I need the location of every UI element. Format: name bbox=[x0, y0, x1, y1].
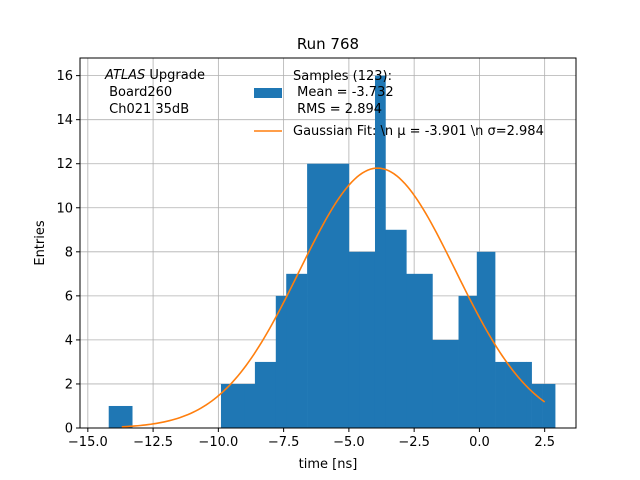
y-tick-label: 12 bbox=[56, 157, 73, 172]
histogram-bar bbox=[406, 273, 433, 428]
atlas-annotation: ATLAS Upgrade Board260 Ch021 35dB bbox=[104, 68, 205, 117]
histogram-bar bbox=[495, 361, 506, 428]
x-tick-label: −12.5 bbox=[133, 435, 173, 450]
y-tick-label: 0 bbox=[65, 422, 73, 437]
legend-fit-label: Gaussian Fit: \n μ = -3.901 \n σ=2.984 bbox=[293, 124, 544, 139]
gaussian-fit-curve bbox=[121, 167, 546, 428]
legend-histogram-line-2: Mean = -3.732 bbox=[293, 85, 394, 100]
histogram-bar bbox=[307, 163, 350, 428]
annotation-atlas: ATLAS bbox=[104, 68, 145, 83]
histogram-bar bbox=[275, 295, 287, 428]
x-axis-ticks: −15.0 −12.5 −10.0 −7.5 −5.0 −2.5 0.0 2.5 bbox=[68, 428, 555, 450]
annotation-upgrade: Upgrade bbox=[145, 68, 205, 83]
y-tick-label: 4 bbox=[65, 333, 73, 348]
y-tick-label: 10 bbox=[56, 201, 73, 216]
x-tick-label: 0.0 bbox=[469, 435, 490, 450]
x-tick-label: −5.0 bbox=[333, 435, 365, 450]
x-tick-label: −10.0 bbox=[198, 435, 238, 450]
annotation-line-1: ATLAS Upgrade bbox=[104, 68, 205, 83]
y-tick-label: 14 bbox=[56, 113, 73, 128]
legend-histogram-line-1: Samples (123): bbox=[293, 69, 392, 84]
y-axis-label: Entries bbox=[33, 220, 48, 266]
histogram-bar bbox=[348, 251, 360, 428]
x-tick-label: 2.5 bbox=[534, 435, 555, 450]
histogram-bar bbox=[220, 383, 245, 428]
y-tick-label: 2 bbox=[65, 377, 73, 392]
x-axis-label: time [ns] bbox=[299, 457, 358, 472]
histogram-bar bbox=[374, 75, 386, 428]
fit-curve-path bbox=[121, 167, 546, 428]
legend-histogram-swatch bbox=[254, 88, 282, 98]
histogram-bar bbox=[359, 251, 376, 428]
x-tick-label: −2.5 bbox=[398, 435, 430, 450]
y-tick-label: 8 bbox=[65, 245, 73, 260]
y-tick-label: 16 bbox=[56, 69, 73, 84]
y-tick-label: 6 bbox=[65, 289, 73, 304]
histogram-bar bbox=[244, 383, 256, 428]
histogram-bar bbox=[505, 361, 527, 428]
histogram-bar bbox=[108, 405, 133, 428]
legend: Samples (123): Mean = -3.732 RMS = 2.894… bbox=[254, 69, 544, 139]
histogram-bar bbox=[542, 383, 556, 428]
histogram-bar bbox=[476, 251, 496, 428]
histogram-bar bbox=[458, 295, 478, 428]
histogram-bar bbox=[254, 361, 277, 428]
histogram-bar bbox=[432, 339, 459, 428]
annotation-line-2: Board260 bbox=[105, 85, 172, 100]
x-tick-label: −15.0 bbox=[68, 435, 108, 450]
plot-frame bbox=[79, 57, 577, 429]
histogram-bar bbox=[385, 229, 407, 428]
histogram-bar bbox=[531, 383, 543, 428]
x-tick-label: −7.5 bbox=[268, 435, 300, 450]
chart-title: Run 768 bbox=[297, 35, 359, 53]
histogram-bar bbox=[286, 273, 308, 428]
legend-histogram-line-3: RMS = 2.894 bbox=[293, 102, 382, 117]
annotation-line-3: Ch021 35dB bbox=[105, 102, 189, 117]
histogram-bars bbox=[108, 75, 556, 428]
y-axis-ticks: 0 2 4 6 8 10 12 14 16 bbox=[56, 69, 80, 437]
histogram-bar bbox=[526, 361, 532, 428]
